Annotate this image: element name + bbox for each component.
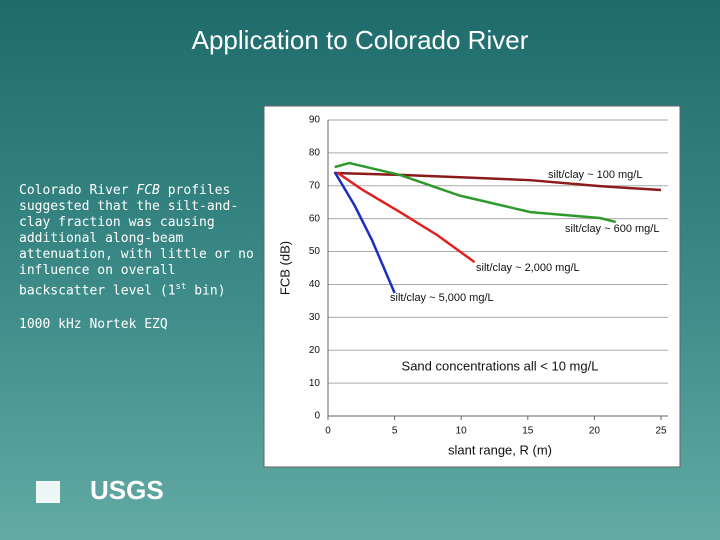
paragraph: Colorado River FCB profiles suggested th… [19,183,267,299]
series-line [336,171,476,264]
y-tick-label: 0 [314,411,320,422]
text: Colorado River [19,183,137,198]
body-text: Colorado River FCB profiles suggested th… [19,183,267,351]
y-tick-label: 40 [309,279,321,290]
annotation: Sand concentrations all < 10 mg/L [402,358,599,373]
x-tick-label: 25 [655,426,667,437]
series-line [334,171,662,192]
text: bin) [186,283,226,299]
x-tick-label: 15 [522,426,534,437]
series-line [334,161,617,224]
x-axis-title: slant range, R (m) [448,442,552,457]
x-tick-label: 0 [325,426,331,437]
x-tick-label: 20 [589,426,601,437]
text: st [175,282,187,292]
series-label: silt/clay ~ 5,000 mg/L [390,292,494,304]
x-tick-label: 5 [392,426,398,437]
y-tick-label: 20 [309,345,321,356]
y-tick-label: 60 [309,213,321,224]
text: FCB [136,183,160,198]
slide-title: Application to Colorado River [192,25,529,55]
series-label: silt/clay ~ 600 mg/L [565,223,659,235]
y-axis-title: FCB (dB) [277,241,292,295]
y-tick-label: 30 [309,312,321,323]
x-tick-label: 10 [456,426,468,437]
text: profiles suggested that the silt-and-cla… [19,183,254,299]
y-tick-label: 80 [309,148,321,159]
y-tick-label: 90 [309,115,321,126]
series-line [333,171,396,294]
y-tick-label: 70 [309,180,321,191]
logo-mark [36,481,60,503]
series-label: silt/clay ~ 2,000 mg/L [476,262,580,274]
series-label: silt/clay ~ 100 mg/L [548,169,642,181]
chart-frame [263,105,681,468]
y-tick-label: 10 [309,378,321,389]
paragraph: 1000 kHz Nortek EZQ [19,317,168,333]
y-tick-label: 50 [309,246,321,257]
logo: USGS [90,475,164,505]
